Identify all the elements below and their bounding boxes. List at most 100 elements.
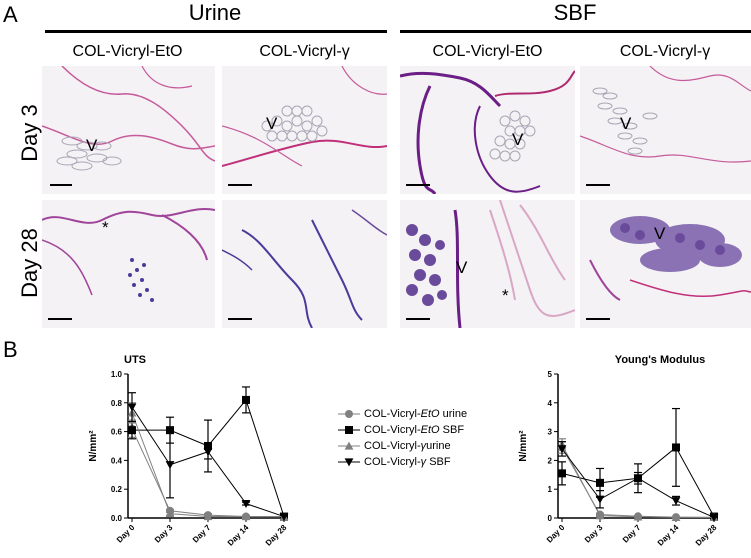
micrograph-sbf-eto-day28: V * xyxy=(400,200,575,328)
y-axis-label: N/mm² xyxy=(518,430,529,462)
x-tick-label: Day 14 xyxy=(656,523,681,548)
y-tick-label: 0.0 xyxy=(111,514,123,523)
legend-label-prefix: COL-Vicryl- xyxy=(364,456,421,468)
legend-label-suffix: SBF xyxy=(439,424,465,436)
legend-marker-icon xyxy=(338,458,360,467)
data-point xyxy=(128,426,136,435)
data-point xyxy=(672,443,680,452)
data-point xyxy=(595,511,605,520)
x-tick-label: Day 7 xyxy=(191,523,213,545)
micrograph-sbf-gamma-day28: V xyxy=(580,200,751,328)
asterisk-marker: * xyxy=(502,286,509,305)
asterisk-marker: * xyxy=(102,218,109,237)
data-point xyxy=(165,461,175,470)
micrograph-urine-eto-day28: * xyxy=(42,200,215,328)
group-rule-sbf xyxy=(400,30,751,33)
vicryl-marker: V xyxy=(654,224,666,243)
legend-label: COL-Vicryl-EtO SBF xyxy=(364,424,464,436)
group-title-urine: Urine xyxy=(188,0,242,25)
legend-label-suffix: urine xyxy=(426,440,451,452)
column-title-3: COL-Vicryl-EtO xyxy=(432,43,543,60)
legend-label-prefix: COL-Vicryl- xyxy=(364,408,421,420)
micrograph-sbf-eto-day3: V xyxy=(400,66,575,194)
x-tick-label: Day 0 xyxy=(545,523,567,545)
legend-label-suffix: SBF xyxy=(426,456,451,468)
legend-label-suffix: urine xyxy=(439,408,468,420)
column-title-4: COL-Vicryl-γ xyxy=(619,43,711,60)
legend-item: COL-Vicryl-EtO urine xyxy=(338,406,498,422)
x-tick-label: Day 28 xyxy=(264,523,289,548)
column-title-1: COL-Vicryl-EtO xyxy=(72,43,183,60)
vicryl-marker: V xyxy=(456,258,468,277)
y-tick-label: 2 xyxy=(548,456,553,465)
y-tick-label: 0.8 xyxy=(111,399,123,408)
data-point xyxy=(241,512,251,521)
legend-marker-icon xyxy=(338,426,360,434)
panel-b-letter: B xyxy=(3,337,18,362)
data-point xyxy=(596,478,604,487)
y-tick-label: 1 xyxy=(548,485,553,494)
group-title-sbf: SBF xyxy=(553,0,597,25)
x-tick-label: Day 7 xyxy=(621,523,643,545)
x-tick-label: Day 14 xyxy=(226,523,251,548)
x-tick-label: Day 0 xyxy=(115,523,137,545)
x-tick-label: Day 28 xyxy=(694,523,719,548)
legend-item: COL-Vicryl-γ SBF xyxy=(338,454,498,470)
y-tick-label: 4 xyxy=(548,399,553,408)
legend-label-italic: EtO xyxy=(420,408,440,420)
youngs-modulus-chart-title: Young's Modulus xyxy=(614,354,706,366)
y-tick-label: 0 xyxy=(548,514,553,523)
legend-label-italic: γ xyxy=(420,440,427,452)
chart-legend: COL-Vicryl-EtO urine COL-Vicryl-EtO SBF CO… xyxy=(338,406,498,470)
legend-marker xyxy=(345,410,353,418)
data-point xyxy=(633,474,643,483)
legend-label: COL-Vicryl-EtO urine xyxy=(364,408,467,420)
data-point xyxy=(241,500,251,508)
legend-marker-icon xyxy=(338,441,360,450)
legend-label-prefix: COL-Vicryl- xyxy=(364,440,421,452)
y-tick-label: 0.6 xyxy=(111,428,123,437)
data-point xyxy=(203,448,213,457)
y-tick-label: 1.0 xyxy=(111,370,123,379)
y-axis-label: N/mm² xyxy=(88,430,99,462)
legend-marker-icon xyxy=(338,410,360,418)
y-tick-label: 5 xyxy=(548,370,553,379)
data-point xyxy=(166,426,174,435)
legend-marker xyxy=(344,441,354,450)
vicryl-marker: V xyxy=(512,130,524,149)
micrograph-urine-gamma-day28 xyxy=(222,200,387,328)
data-point xyxy=(203,512,213,521)
legend-item: COL-Vicryl-EtO SBF xyxy=(338,422,498,438)
data-point xyxy=(242,395,250,404)
data-point xyxy=(165,509,175,518)
uts-chart-title: UTS xyxy=(124,354,146,366)
legend-label-italic: EtO xyxy=(420,424,440,436)
data-point xyxy=(127,403,137,412)
data-point xyxy=(633,512,643,521)
legend-label-italic: γ xyxy=(420,456,427,468)
row-label-day28: Day 28 xyxy=(17,228,42,298)
data-point xyxy=(557,445,567,454)
vicryl-marker: V xyxy=(266,114,278,133)
group-rule-urine xyxy=(45,30,387,33)
column-title-2: COL-Vicryl-γ xyxy=(259,43,350,60)
series-2 xyxy=(127,402,289,521)
data-point xyxy=(709,513,719,522)
x-tick-label: Day 3 xyxy=(153,523,175,545)
legend-item: COL-Vicryl-γurine xyxy=(338,438,498,454)
legend-label: COL-Vicryl-γurine xyxy=(364,440,451,452)
data-point xyxy=(595,495,605,504)
youngs-modulus-chart: 0 1 2 3 4 5 Day 0 Day 3 Day 7 Day 14 Day 28 N/mm² xyxy=(518,370,719,548)
legend-label: COL-Vicryl-γ SBF xyxy=(364,456,451,468)
y-tick-label: 0.2 xyxy=(111,485,123,494)
legend-label-prefix: COL-Vicryl- xyxy=(364,424,421,436)
vicryl-marker: V xyxy=(620,114,632,133)
uts-chart: 0.0 0.2 0.4 0.6 0.8 1.0 Day 0 Day 3 Day 7 Day 14 D… xyxy=(88,370,289,548)
data-point xyxy=(671,513,681,522)
micrograph-urine-eto-day3: V xyxy=(42,66,215,194)
series-3 xyxy=(557,441,719,522)
y-tick-label: 3 xyxy=(548,428,553,437)
micrograph-urine-gamma-day3: V xyxy=(222,66,387,194)
y-tick-label: 0.4 xyxy=(111,456,123,465)
series-3 xyxy=(127,392,289,521)
